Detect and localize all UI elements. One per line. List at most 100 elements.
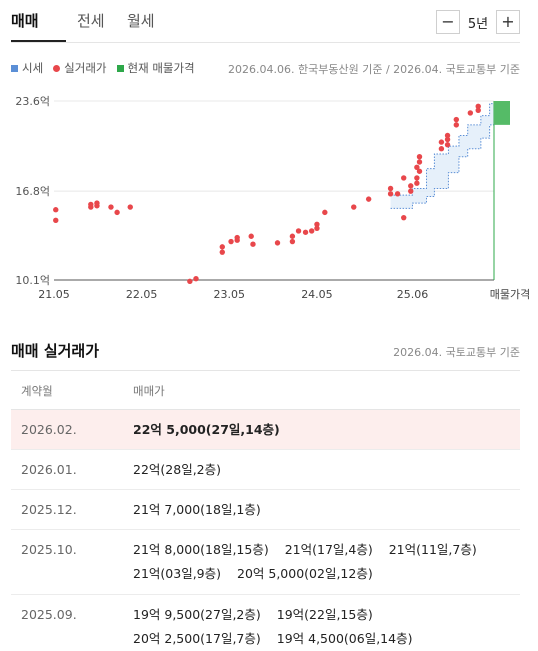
deal-entry: 22억(28일,2층): [133, 462, 221, 477]
table-body: 2026.02. 22억 5,000(27일,14층) 2026.01. 22억(28…: [11, 410, 520, 651]
deal-list: 22억(28일,2층): [133, 458, 520, 482]
tab-jeonse[interactable]: 전세: [77, 12, 105, 30]
deal-point: [444, 142, 451, 148]
chart-legend: 시세 실거래가 현재 매물가격: [11, 60, 205, 76]
deal-entry: 21억 8,000(18일,15층): [133, 542, 269, 557]
deal-point: [401, 175, 407, 181]
deal-point: [314, 221, 320, 228]
decrease-period-button[interactable]: −: [436, 10, 460, 34]
deal-point: [53, 207, 59, 213]
listing-price-range: [494, 101, 510, 125]
deal-list: 21억 7,000(18일,1층): [133, 498, 520, 522]
deal-point: [394, 191, 401, 197]
deal-point: [322, 209, 328, 216]
y-tick-label: 16.8억: [15, 185, 50, 198]
price-type-tabs: 매매 전세 월세 − 5년 +: [0, 0, 538, 44]
deal-entry: 22억 5,000(27일,14층): [133, 422, 280, 437]
deal-entry: 20억 2,500(17일,7층): [133, 631, 261, 646]
column-header-month: 계약월: [21, 384, 53, 398]
legend-label: 실거래가: [64, 61, 107, 75]
deal-list: 21억 8,000(18일,15층) 21억(17일,4층) 21억(11일,7층)…: [133, 538, 520, 586]
deal-month: 2026.02.: [21, 422, 77, 437]
deal-point: [453, 116, 460, 123]
deal-list: 19억 9,500(27일,2층) 19억(22일,15층) 20억 2,500(1…: [133, 603, 520, 651]
deal-point: [250, 241, 256, 247]
deal-point: [308, 228, 315, 234]
deal-point: [289, 233, 296, 239]
active-tab-indicator: [11, 40, 66, 43]
deal-point: [408, 188, 414, 194]
deal-entry: 21억(03일,9층): [133, 566, 221, 581]
deal-point: [416, 153, 423, 160]
deal-point: [444, 132, 451, 139]
deal-point: [114, 209, 120, 216]
y-tick-label: 23.6억: [15, 95, 50, 108]
deal-point: [401, 214, 407, 221]
deal-list: 22억 5,000(27일,14층): [133, 418, 520, 442]
deals-table: 계약월 매매가 2026.02. 22억 5,000(27일,14층) 2026.0…: [11, 370, 520, 651]
tab-monthly-rent[interactable]: 월세: [127, 12, 155, 30]
chart-source-note: 2026.04.06. 한국부동산원 기준 / 2026.04. 국토교통부 기…: [228, 63, 520, 76]
legend-label: 현재 매물가격: [127, 61, 195, 75]
x-tick-label: 22.05: [126, 288, 158, 301]
market-price-band: [390, 103, 494, 209]
deal-point: [467, 110, 474, 116]
x-tick-label: 25.06: [397, 288, 429, 301]
deal-point: [453, 122, 460, 128]
deal-entry: 19억 4,500(06일,14층): [276, 631, 413, 646]
deal-row: 2025.09. 19억 9,500(27일,2층) 19억(22일,15층) 20억…: [11, 595, 520, 651]
deal-point: [94, 200, 100, 206]
deal-month: 2025.09.: [21, 607, 77, 622]
deal-point: [248, 233, 254, 239]
deals-source-note: 2026.04. 국토교통부 기준: [393, 346, 520, 359]
deal-month: 2025.10.: [21, 542, 77, 557]
deal-row: 2025.12. 21억 7,000(18일,1층): [11, 490, 520, 530]
deal-point: [414, 180, 420, 186]
x-tick-label-listing: 매물가격: [490, 288, 530, 301]
deal-point: [108, 204, 114, 210]
deal-row: 2026.01. 22억(28일,2층): [11, 450, 520, 490]
deal-month: 2026.01.: [21, 462, 77, 477]
deal-point: [444, 136, 451, 143]
deal-point: [475, 107, 481, 113]
legend-swatch: [11, 64, 18, 72]
deal-point: [408, 183, 414, 189]
deal-point: [416, 159, 423, 165]
deal-point: [416, 168, 423, 174]
y-tick-label: 10.1억: [15, 274, 50, 287]
market-price-upper-line: [390, 103, 494, 196]
legend-item-listing-price: 현재 매물가격: [116, 60, 195, 76]
tabs-divider: [11, 42, 520, 43]
tab-sale[interactable]: 매매: [11, 12, 39, 30]
deal-point: [302, 229, 309, 235]
deals-section-title: 매매 실거래가: [11, 342, 100, 360]
deal-entry: 20억 5,000(02일,12층): [237, 566, 373, 581]
column-header-price: 매매가: [133, 384, 165, 398]
table-header: 계약월 매매가: [11, 370, 520, 410]
deal-point: [387, 191, 394, 197]
deal-point: [387, 185, 394, 192]
x-tick-label: 24.05: [301, 288, 333, 301]
deal-point: [193, 275, 199, 282]
deal-entry: 21억 7,000(18일,1층): [133, 502, 261, 517]
legend-item-actual-deal: 실거래가: [53, 60, 107, 76]
increase-period-button[interactable]: +: [496, 10, 520, 34]
deal-point: [219, 244, 225, 250]
deal-point: [187, 278, 193, 285]
legend-swatch: [116, 64, 124, 72]
deal-point: [289, 238, 296, 245]
deal-point: [274, 240, 281, 246]
x-tick-label: 23.05: [214, 288, 246, 301]
deal-point: [53, 217, 59, 224]
deal-row: 2026.02. 22억 5,000(27일,14층): [11, 410, 520, 450]
deal-row: 2025.10. 21억 8,000(18일,15층) 21억(17일,4층) 21억…: [11, 530, 520, 595]
deal-point: [475, 103, 481, 110]
deal-point: [438, 146, 445, 152]
deal-point: [351, 204, 357, 210]
deal-month: 2025.12.: [21, 502, 77, 517]
deal-point: [414, 175, 420, 181]
x-tick-label: 21.05: [38, 288, 70, 301]
deal-point: [295, 228, 302, 234]
legend-swatch: [53, 64, 61, 72]
